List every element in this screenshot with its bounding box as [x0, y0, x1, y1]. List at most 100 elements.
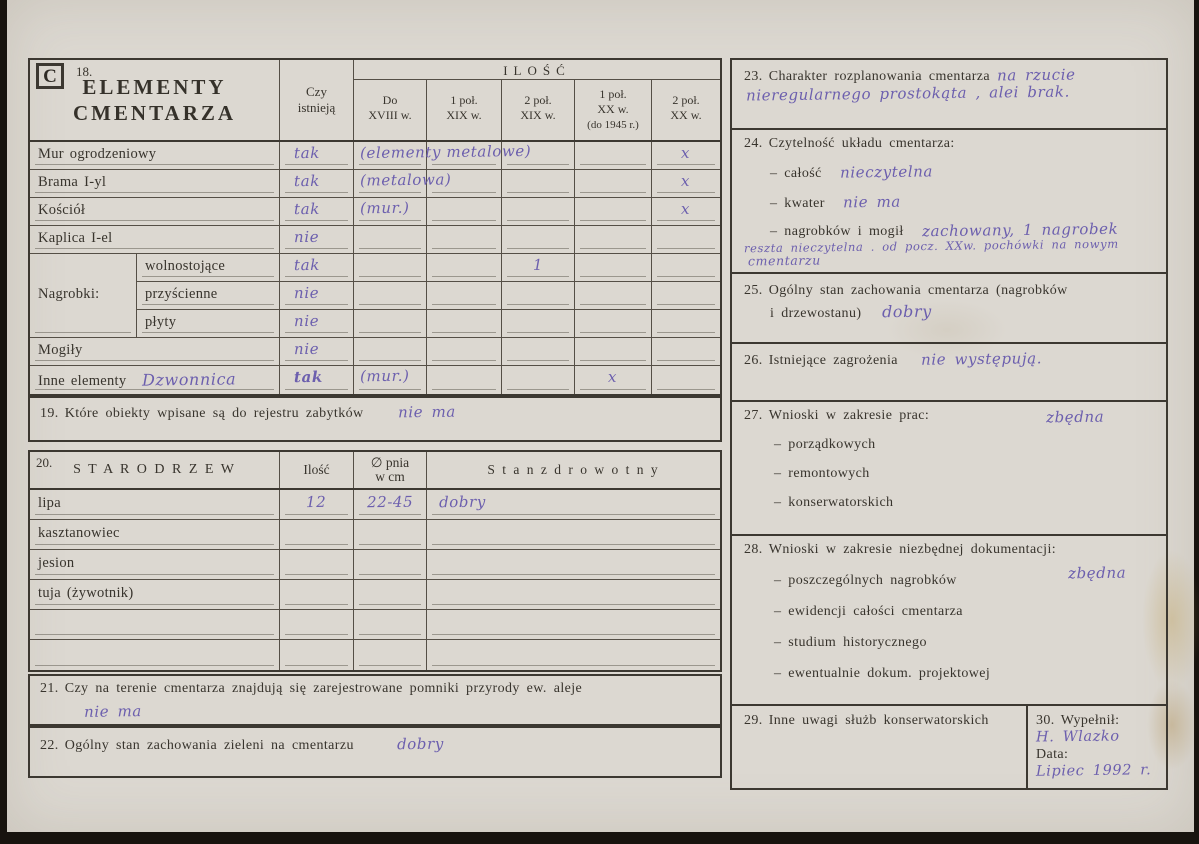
column-header-quantity: Ilość: [280, 452, 354, 488]
period-cell: [575, 198, 652, 226]
period-cell: x: [652, 170, 720, 198]
column-header-health: S t a n z d r o w o t n y: [487, 462, 660, 477]
handwritten-count: 1: [532, 255, 544, 275]
table-row: Kościół tak x (mur.): [30, 198, 720, 226]
period-cell: [502, 198, 575, 226]
subitem-quarters: – kwater nie ma: [770, 192, 901, 212]
subitem-whole: – całość nieczytelna: [770, 162, 933, 182]
period-cell: [354, 142, 427, 170]
element-label: Kaplica I-el: [30, 226, 280, 254]
table-header: C 18. ELEMENTY CMENTARZA Czy istnieją IL…: [30, 60, 720, 142]
handwritten-overflow-line2: cmentarzu: [747, 252, 821, 269]
section-text: Wnioski w zakresie prac:: [768, 408, 930, 423]
period-cell: [502, 366, 575, 394]
period-cell: [427, 254, 502, 282]
section-number: 27.: [744, 408, 763, 423]
handwritten-date: Lipiec 1992 r.: [1035, 762, 1152, 780]
work-item: – konserwatorskich: [774, 495, 894, 510]
period-cell: x: [575, 366, 652, 394]
period-cell: [502, 282, 575, 310]
column-header-ilosc: ILOŚĆ: [354, 60, 720, 80]
period-cell: [354, 170, 427, 198]
section-number: 23.: [744, 69, 763, 84]
period-cell: [427, 170, 502, 198]
period-cell: [502, 338, 575, 366]
period-headers: Do XVIII w. 1 poł. XIX w. 2 poł. XIX w. 1 p…: [354, 80, 720, 140]
table-title: S T A R O D R Z E W: [73, 462, 236, 477]
handwritten-answer: nie ma: [398, 402, 457, 422]
section-30: 30. Wypełnił: H. Wlazko Data: Lipiec 1992…: [1028, 706, 1168, 788]
element-label: Inne elementy Dzwonnica: [30, 366, 280, 394]
section-text: Czy na terenie cmentarza znajdują się za…: [64, 681, 583, 696]
column-header-species: 20. S T A R O D R Z E W: [30, 452, 280, 488]
section-text: Istniejące zagrożenia: [768, 353, 898, 368]
period-cell: [354, 254, 427, 282]
handwritten-note: (metalowa): [359, 170, 452, 190]
table-row: Mur ogrodzeniowy tak x (elementy metalow…: [30, 142, 720, 170]
period-cell: [427, 142, 502, 170]
period-cell: [652, 226, 720, 254]
period-cell: [502, 226, 575, 254]
section-27: 27. Wnioski w zakresie prac: zbędna – por…: [732, 402, 1166, 536]
period-cell: [502, 170, 575, 198]
element-sublabel: wolnostojące: [137, 254, 280, 282]
handwritten-exists: nie: [293, 311, 320, 331]
column-header-period-2: 1 poł. XIX w.: [427, 80, 502, 140]
handwritten-exists: tak: [293, 199, 320, 219]
period-cell: [427, 366, 502, 394]
section-23: 23. Charakter rozplanowania cmentarza na …: [732, 60, 1166, 130]
section-29: 29. Inne uwagi służb konserwatorskich: [732, 706, 1028, 788]
handwritten-exists: tak: [293, 143, 320, 163]
period-cell: 1: [502, 254, 575, 282]
element-label: Brama I-yl: [30, 170, 280, 198]
handwritten-answer: nie ma: [83, 702, 143, 721]
table-header: 20. S T A R O D R Z E W Ilość ∅ pnia w c…: [30, 452, 720, 490]
diameter-line1: ∅ pnia: [370, 455, 410, 470]
handwritten-exists: tak: [293, 255, 320, 275]
handwritten-answer: nieczytelna: [839, 162, 933, 182]
column-header-period-5: 2 poł. XX w.: [670, 93, 702, 122]
period-cell: x: [652, 142, 720, 170]
handwritten-health: dobry: [438, 492, 486, 512]
handwritten-note: (elementy metalowe): [359, 141, 532, 163]
handwritten-element-name: Dzwonnica: [142, 369, 237, 390]
table-row: Inne elementy Dzwonnica tak x (mur.): [30, 366, 720, 394]
species-label: lipa: [30, 490, 280, 520]
section-number: 18.: [76, 64, 93, 79]
species-label: tuja (żywotnik): [30, 580, 280, 610]
table-row: kasztanowiec: [30, 520, 720, 550]
section-number: 30.: [1036, 713, 1055, 728]
group-cell: Nagrobki:: [30, 282, 137, 310]
column-header-period-1: Do XVIII w.: [354, 80, 427, 140]
section-number: 28.: [744, 542, 763, 557]
group-cell: [30, 254, 137, 282]
period-cell: [575, 226, 652, 254]
period-cell: [354, 282, 427, 310]
date-label: Data:: [1036, 747, 1069, 762]
documentation-item: – studium historycznego: [774, 635, 927, 650]
table-row: Mogiły nie: [30, 338, 720, 366]
section-19: 19. Które obiekty wpisane są do rejestru …: [28, 396, 722, 442]
column-header-exists: Czy istnieją: [280, 60, 354, 140]
section-number: 22.: [40, 738, 59, 753]
x-mark: x: [681, 199, 691, 219]
quantity-header-group: ILOŚĆ Do XVIII w. 1 poł. XIX w. 2 poł. XIX …: [354, 60, 720, 140]
handwritten-exists: tak: [293, 171, 320, 191]
handwritten-exists: tak: [293, 367, 323, 387]
species-label: kasztanowiec: [30, 520, 280, 550]
period-cell: [652, 254, 720, 282]
section-number: 20.: [36, 455, 53, 470]
period-cell: [427, 226, 502, 254]
handwritten-answer: nie występują.: [920, 349, 1042, 369]
x-mark: x: [681, 143, 691, 163]
section-28: 28. Wnioski w zakresie niezbędnej dokumen…: [732, 536, 1166, 706]
period-cell: [354, 366, 427, 394]
section-22: 22. Ogólny stan zachowania zieleni na cme…: [28, 726, 722, 778]
exists-line2: istnieją: [297, 100, 336, 115]
filled-by-label: Wypełnił:: [1060, 713, 1120, 728]
title-cell: C 18. ELEMENTY CMENTARZA: [30, 60, 280, 140]
table-body: Mur ogrodzeniowy tak x (elementy metalow…: [30, 142, 720, 394]
table-row: [30, 640, 720, 670]
subitem-gravestones: – nagrobków i mogił zachowany, 1 nagrobek: [770, 219, 1119, 241]
column-header-period-3: 2 poł. XIX w.: [502, 80, 575, 140]
